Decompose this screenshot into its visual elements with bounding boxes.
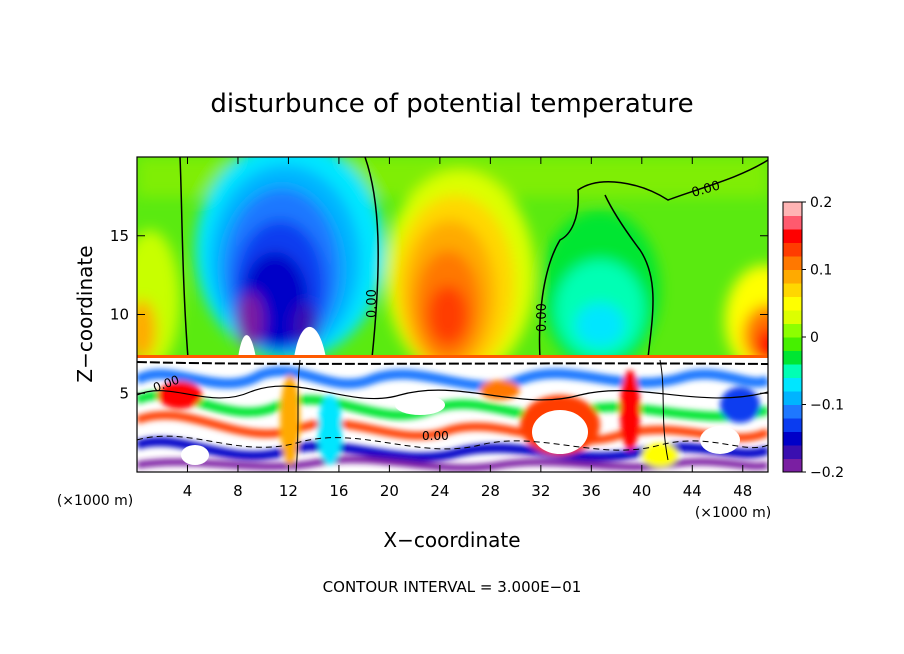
colorbar-swatch	[783, 418, 802, 432]
colorbar-swatch	[783, 431, 802, 446]
plot-area: 0.00 0.00 0.00	[137, 157, 768, 472]
chart-title: disturbunce of potential temperature	[210, 89, 693, 119]
x-tick-label: 16	[329, 482, 348, 500]
x-tick-label: 24	[430, 482, 449, 500]
colorbar-swatch	[783, 337, 802, 351]
x-tick-label: 28	[481, 482, 500, 500]
svg-text:0.00: 0.00	[535, 303, 550, 332]
colorbar-swatch	[783, 404, 802, 419]
x-tick-label: 20	[380, 482, 399, 500]
x-tick-label: 44	[683, 482, 702, 500]
colorbar-swatch	[783, 202, 802, 216]
colorbar-tick-label: 0.2	[810, 195, 832, 211]
colorbar-swatch	[783, 391, 802, 405]
svg-text:0.00: 0.00	[422, 429, 449, 443]
colorbar-swatch	[783, 323, 802, 338]
svg-text:0.00: 0.00	[365, 289, 380, 318]
colorbar-swatch	[783, 229, 802, 243]
colorbar-swatch	[783, 256, 802, 270]
lower-field: 0.00 0.00	[137, 356, 768, 472]
colorbar-tick-label: −0.1	[810, 398, 844, 414]
colorbar-swatch	[783, 215, 802, 230]
x-axis-label: X−coordinate	[383, 528, 520, 552]
x-tick-label: 32	[531, 482, 550, 500]
x-tick-label: 4	[183, 482, 193, 500]
colorbar-tick-label: 0	[810, 330, 819, 346]
colorbar-swatch	[783, 269, 802, 284]
y-tick-label: 15	[110, 227, 129, 245]
y-axis-label: Z−coordinate	[73, 245, 97, 382]
y-tick-label: 10	[110, 306, 129, 324]
colorbar-tick-label: −0.2	[810, 465, 844, 481]
x-tick-label: 36	[582, 482, 601, 500]
colorbar-tick-label: 0.1	[810, 263, 832, 279]
upper-field: 0.00 0.00 0.00	[137, 157, 768, 358]
y-unit-label: (×1000 m)	[57, 493, 133, 509]
colorbar-swatch	[783, 445, 802, 459]
colorbar: 0.2 0.1 0 −0.1 −0.2	[782, 195, 844, 481]
x-tick-label: 40	[632, 482, 651, 500]
contour-interval-label: CONTOUR INTERVAL = 3.000E−01	[323, 578, 582, 596]
colorbar-swatch	[783, 350, 802, 365]
colorbar-swatch	[783, 242, 802, 257]
x-unit-label: (×1000 m)	[695, 505, 771, 521]
colorbar-swatch	[783, 364, 802, 378]
x-axis-ticks: 4 8 12 16 20 24 28 32 36 40 44 48	[183, 157, 752, 500]
colorbar-swatch	[783, 296, 802, 311]
colorbar-swatch	[783, 310, 802, 324]
x-tick-label: 12	[279, 482, 298, 500]
colorbar-swatch	[783, 377, 802, 392]
x-tick-label: 48	[733, 482, 752, 500]
y-axis-ticks: 5 10 15	[110, 227, 768, 402]
colorbar-swatch	[783, 283, 802, 297]
colorbar-swatch	[783, 458, 802, 473]
y-tick-label: 5	[119, 384, 129, 402]
x-tick-label: 8	[233, 482, 243, 500]
